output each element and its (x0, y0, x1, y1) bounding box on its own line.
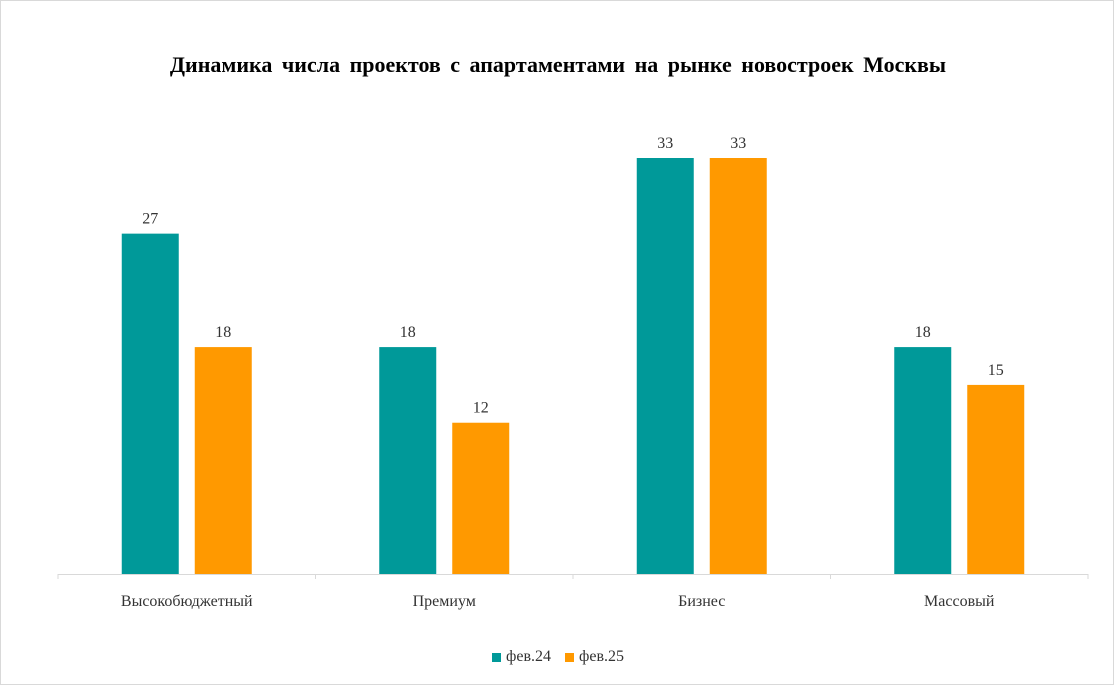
bar-0-0 (121, 233, 179, 575)
data-label: 15 (988, 362, 1004, 379)
legend-label: фев.25 (579, 648, 625, 665)
bar-0-3 (894, 347, 952, 574)
category-label: Премиум (413, 593, 476, 610)
data-label: 27 (142, 211, 158, 228)
data-label: 18 (915, 324, 931, 341)
legend: фев.24 фев.25 (0, 648, 1116, 666)
bar-1-0 (194, 347, 252, 574)
category-label: Массовый (924, 593, 995, 610)
chart-title: Динамика числа проектов с апартаментами … (169, 52, 947, 77)
legend-item-series-1: фев.25 (565, 648, 624, 666)
data-label: 33 (657, 135, 673, 152)
bar-1-1 (452, 422, 510, 574)
data-label: 33 (730, 135, 746, 152)
bar-1-2 (709, 158, 767, 574)
legend-item-series-0: фев.24 (491, 648, 551, 666)
bar-0-1 (379, 347, 437, 574)
category-label: Бизнес (678, 593, 725, 610)
data-label: 18 (215, 324, 231, 341)
bar-0-2 (636, 158, 694, 574)
data-label: 18 (400, 324, 416, 341)
bar-chart: 27 18 Высокобюджетный 18 12 Премиум 33 33 Бизнес… (57, 135, 1089, 610)
legend-swatch (491, 652, 501, 662)
legend-swatch (565, 652, 574, 662)
legend-label: фев.24 (505, 648, 551, 665)
data-label: 12 (473, 400, 489, 417)
category-label: Высокобюджетный (121, 593, 253, 610)
bar-1-3 (967, 384, 1025, 574)
